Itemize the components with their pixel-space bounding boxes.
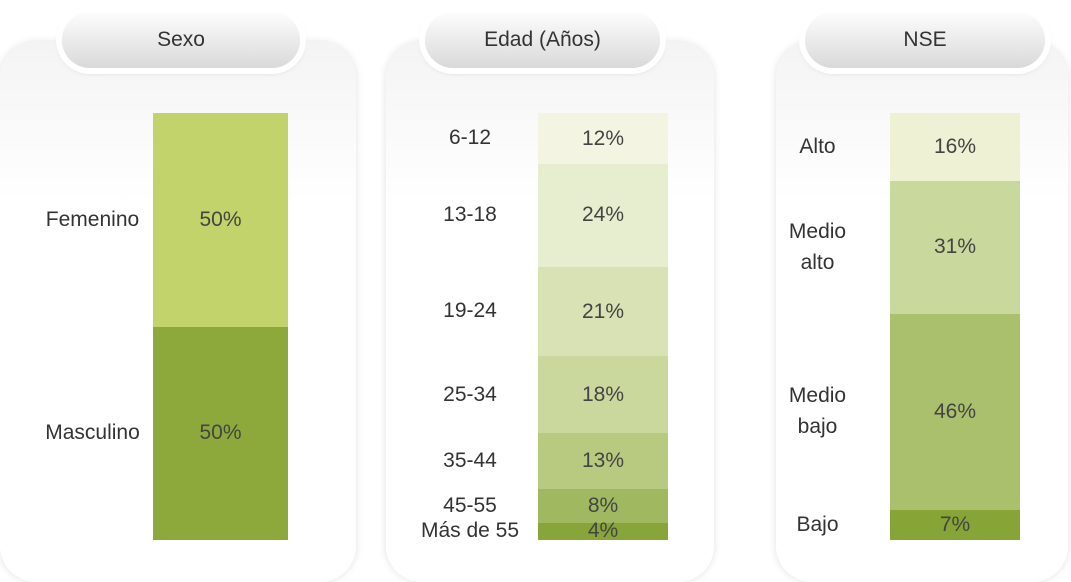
bar-segment: 12% — [538, 113, 668, 165]
value-label: 31% — [933, 235, 977, 259]
bar-segment: 4% — [538, 519, 668, 542]
category-label: 13-18 — [443, 203, 497, 227]
value-label: 21% — [581, 299, 625, 323]
panel-title: Edad (Años) — [425, 12, 660, 68]
value-label: 7% — [939, 513, 971, 537]
category-label: Medio bajo — [788, 384, 847, 438]
category-label: 6-12 — [448, 126, 492, 150]
value-label: 46% — [933, 399, 977, 423]
category-label: Bajo — [796, 512, 839, 536]
bar-segment: 7% — [890, 510, 1020, 540]
bar-segment: 24% — [538, 164, 668, 267]
bar-segment: 8% — [538, 488, 668, 523]
category-label: 45-55 — [443, 493, 497, 517]
bar-segment: 50% — [153, 113, 288, 327]
bar-segment: 46% — [890, 313, 1020, 511]
category-label: 19-24 — [443, 299, 497, 323]
value-label: 4% — [587, 519, 619, 543]
bar-segment: 50% — [153, 326, 288, 540]
panel-title: NSE — [805, 12, 1045, 68]
category-label: 35-44 — [443, 448, 497, 472]
value-label: 50% — [199, 421, 242, 445]
category-label: Más de 55 — [420, 519, 520, 543]
value-label: 12% — [581, 126, 625, 150]
bar-segment: 21% — [538, 266, 668, 357]
bar-segment: 31% — [890, 181, 1020, 314]
value-label: 18% — [581, 382, 625, 406]
category-label: Femenino — [45, 207, 140, 231]
value-label: 13% — [581, 449, 625, 472]
panel-title: Sexo — [62, 12, 300, 68]
value-label: 8% — [587, 493, 619, 517]
page: Sexo 50% Femenino 50% Masculino Edad (Años) 12… — [0, 12, 1068, 582]
category-label: 25-34 — [443, 382, 497, 406]
bar-segment: 16% — [890, 113, 1020, 182]
value-label: 24% — [581, 203, 625, 227]
category-label: Masculino — [45, 421, 140, 445]
bar-segment: 13% — [538, 433, 668, 489]
value-label: 16% — [933, 135, 977, 159]
category-label: Alto — [799, 134, 836, 158]
value-label: 50% — [199, 207, 242, 231]
bar-segment: 18% — [538, 356, 668, 434]
category-label: Medio alto — [788, 220, 847, 274]
